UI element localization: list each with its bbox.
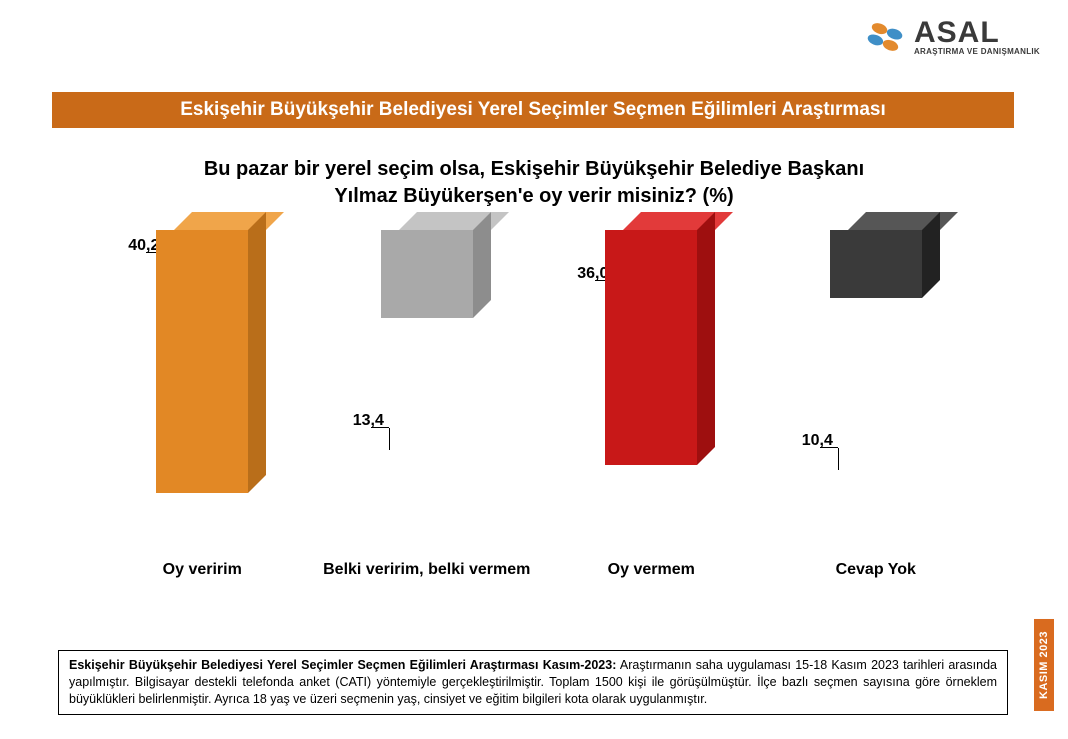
methodology-footnote: Eskişehir Büyükşehir Belediyesi Yerel Se… xyxy=(58,650,1008,715)
logo-sub-text: ARAŞTIRMA VE DANIŞMANLIK xyxy=(914,48,1040,56)
bar-slot: 13,4 xyxy=(315,230,540,554)
bar-chart: 40,213,436,010,4 Oy veririmBelki veririm… xyxy=(90,230,988,610)
question-line2: Yılmaz Büyükerşen'e oy verir misiniz? (%… xyxy=(334,185,733,207)
bar xyxy=(830,230,922,298)
logo-main-text: ASAL xyxy=(914,18,1040,48)
question-line1: Bu pazar bir yerel seçim olsa, Eskişehir… xyxy=(204,158,864,180)
category-label: Cevap Yok xyxy=(764,560,989,610)
logo-mark-icon xyxy=(862,14,908,60)
category-label: Oy veririm xyxy=(90,560,315,610)
bar xyxy=(156,230,248,493)
bar-slot: 10,4 xyxy=(764,230,989,554)
title-bar-text: Eskişehir Büyükşehir Belediyesi Yerel Se… xyxy=(180,99,886,121)
category-label: Belki veririm, belki vermem xyxy=(315,560,540,610)
bar xyxy=(605,230,697,465)
brand-logo: ASAL ARAŞTIRMA VE DANIŞMANLIK xyxy=(862,14,1040,60)
bar xyxy=(381,230,473,318)
footnote-bold: Eskişehir Büyükşehir Belediyesi Yerel Se… xyxy=(69,658,616,672)
chart-question: Bu pazar bir yerel seçim olsa, Eskişehir… xyxy=(120,156,948,210)
bar-slot: 40,2 xyxy=(90,230,315,554)
date-side-tab: KASIM 2023 xyxy=(1034,619,1054,711)
bar-slot: 36,0 xyxy=(539,230,764,554)
category-label: Oy vermem xyxy=(539,560,764,610)
title-bar: Eskişehir Büyükşehir Belediyesi Yerel Se… xyxy=(52,92,1014,128)
